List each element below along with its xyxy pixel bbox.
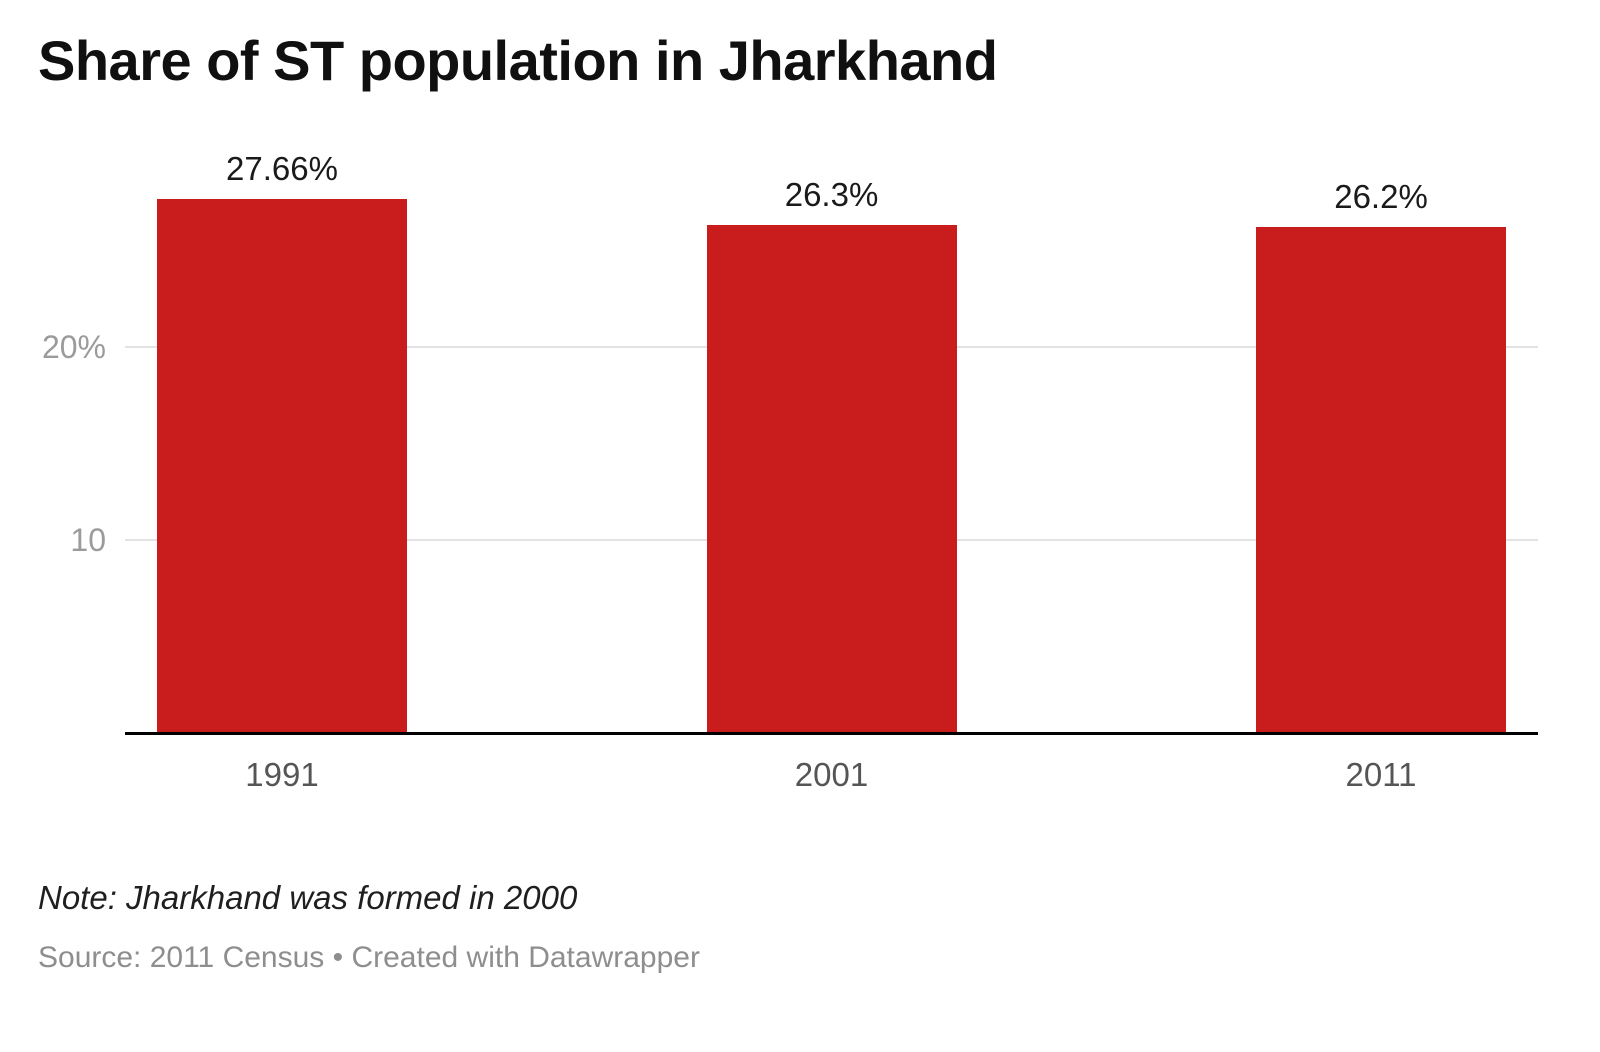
bar-value-label-2011: 26.2% <box>1334 178 1428 216</box>
y-axis-tick-label-10: 10 <box>70 522 106 559</box>
bar-value-label-1991: 27.66% <box>226 149 338 187</box>
x-axis-line <box>125 731 1538 735</box>
plot-inner: 27.66% 1991 26.3% 2001 26.2% 2011 <box>125 149 1538 793</box>
chart-title: Share of ST population in Jharkhand <box>38 29 998 92</box>
bar-value-label-2001: 26.3% <box>784 176 879 214</box>
plot-area: 27.66% 1991 26.3% 2001 26.2% 2011 10 20% <box>0 149 1600 793</box>
x-axis-label-1991: 1991 <box>245 755 319 793</box>
bar-columns: 27.66% 1991 26.3% 2001 26.2% 2011 <box>125 149 1538 793</box>
bar-1991 <box>157 198 407 734</box>
x-axis-label-2011: 2011 <box>1345 755 1417 793</box>
bar-column-2011: 26.2% 2011 <box>1256 154 1506 793</box>
chart-source: Source: 2011 Census • Created with Dataw… <box>38 940 700 974</box>
bar-2001 <box>706 225 957 734</box>
chart-note: Note: Jharkhand was formed in 2000 <box>38 878 578 916</box>
x-axis-label-2001: 2001 <box>794 755 869 793</box>
bar-2011 <box>1256 227 1506 734</box>
y-axis-tick-label-20: 20% <box>41 328 106 365</box>
bar-column-2001: 26.3% 2001 <box>706 154 957 793</box>
bar-column-1991: 27.66% 1991 <box>157 149 407 793</box>
